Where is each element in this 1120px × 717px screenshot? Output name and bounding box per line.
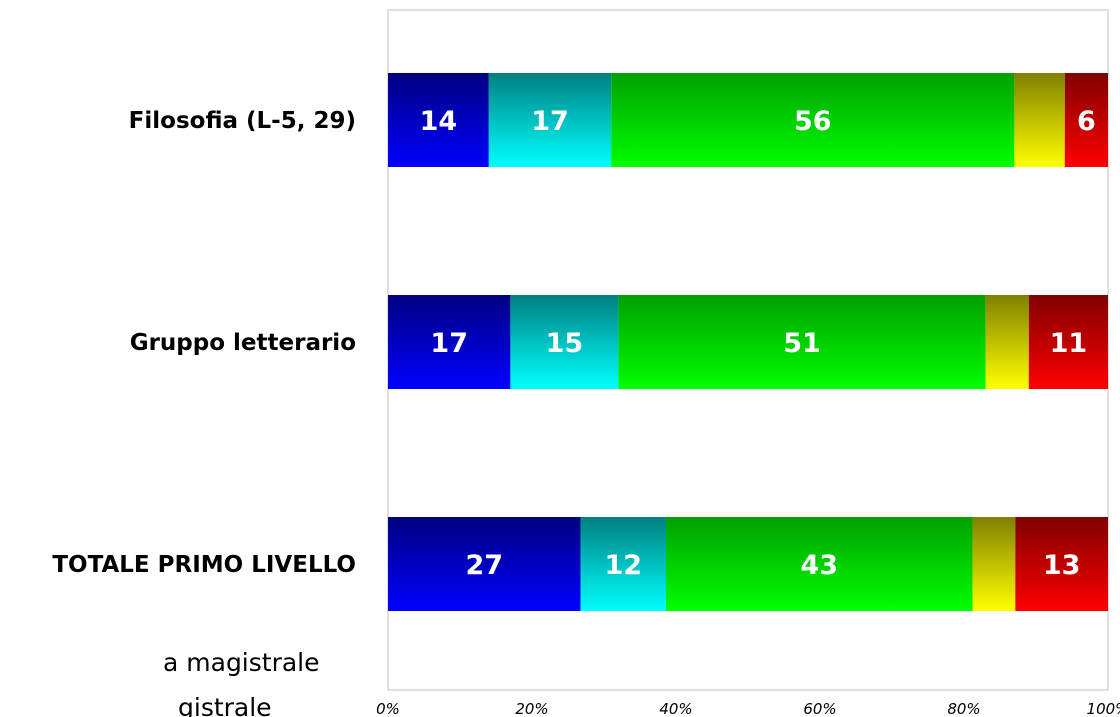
bar-segment — [985, 295, 1029, 389]
data-label: 27 — [465, 550, 503, 581]
bar-segment — [611, 73, 1015, 167]
bar-segment — [488, 73, 612, 167]
x-tick-label: 0% — [376, 700, 400, 717]
legend-fragment-2: gistrale — [178, 693, 272, 717]
x-tick-label: 80% — [947, 700, 980, 717]
data-label: 13 — [1043, 550, 1081, 581]
bar-segment — [580, 517, 667, 611]
category-label: Gruppo letterario — [130, 330, 356, 356]
bar-segment — [1014, 73, 1065, 167]
category-label: Filosofia (L-5, 29) — [129, 108, 356, 134]
bar-segment — [1015, 517, 1108, 611]
x-tick-label: 40% — [659, 700, 692, 717]
bar-segment — [388, 295, 511, 389]
data-label: 51 — [783, 328, 821, 359]
data-label: 11 — [1050, 328, 1088, 359]
bar-segment — [666, 517, 973, 611]
data-label: 14 — [420, 106, 458, 137]
data-label: 15 — [546, 328, 584, 359]
data-label: 12 — [604, 550, 642, 581]
bar-segment — [1064, 73, 1108, 167]
bar-segment — [388, 73, 489, 167]
bar-segment — [1028, 295, 1108, 389]
data-label: 17 — [531, 106, 569, 137]
bar-segment — [618, 295, 986, 389]
data-label: 43 — [801, 550, 839, 581]
data-label: 6 — [1077, 106, 1096, 137]
x-tick-label: 60% — [803, 700, 836, 717]
x-tick-label: 20% — [515, 700, 548, 717]
bar-segment — [510, 295, 619, 389]
data-label: 17 — [430, 328, 468, 359]
data-label: 56 — [794, 106, 832, 137]
bar-segment — [972, 517, 1016, 611]
legend-fragment-1: a magistrale — [163, 648, 320, 677]
bar-segment — [388, 517, 581, 611]
category-label: TOTALE PRIMO LIVELLO — [52, 552, 356, 578]
x-tick-label: 100% — [1087, 700, 1120, 717]
